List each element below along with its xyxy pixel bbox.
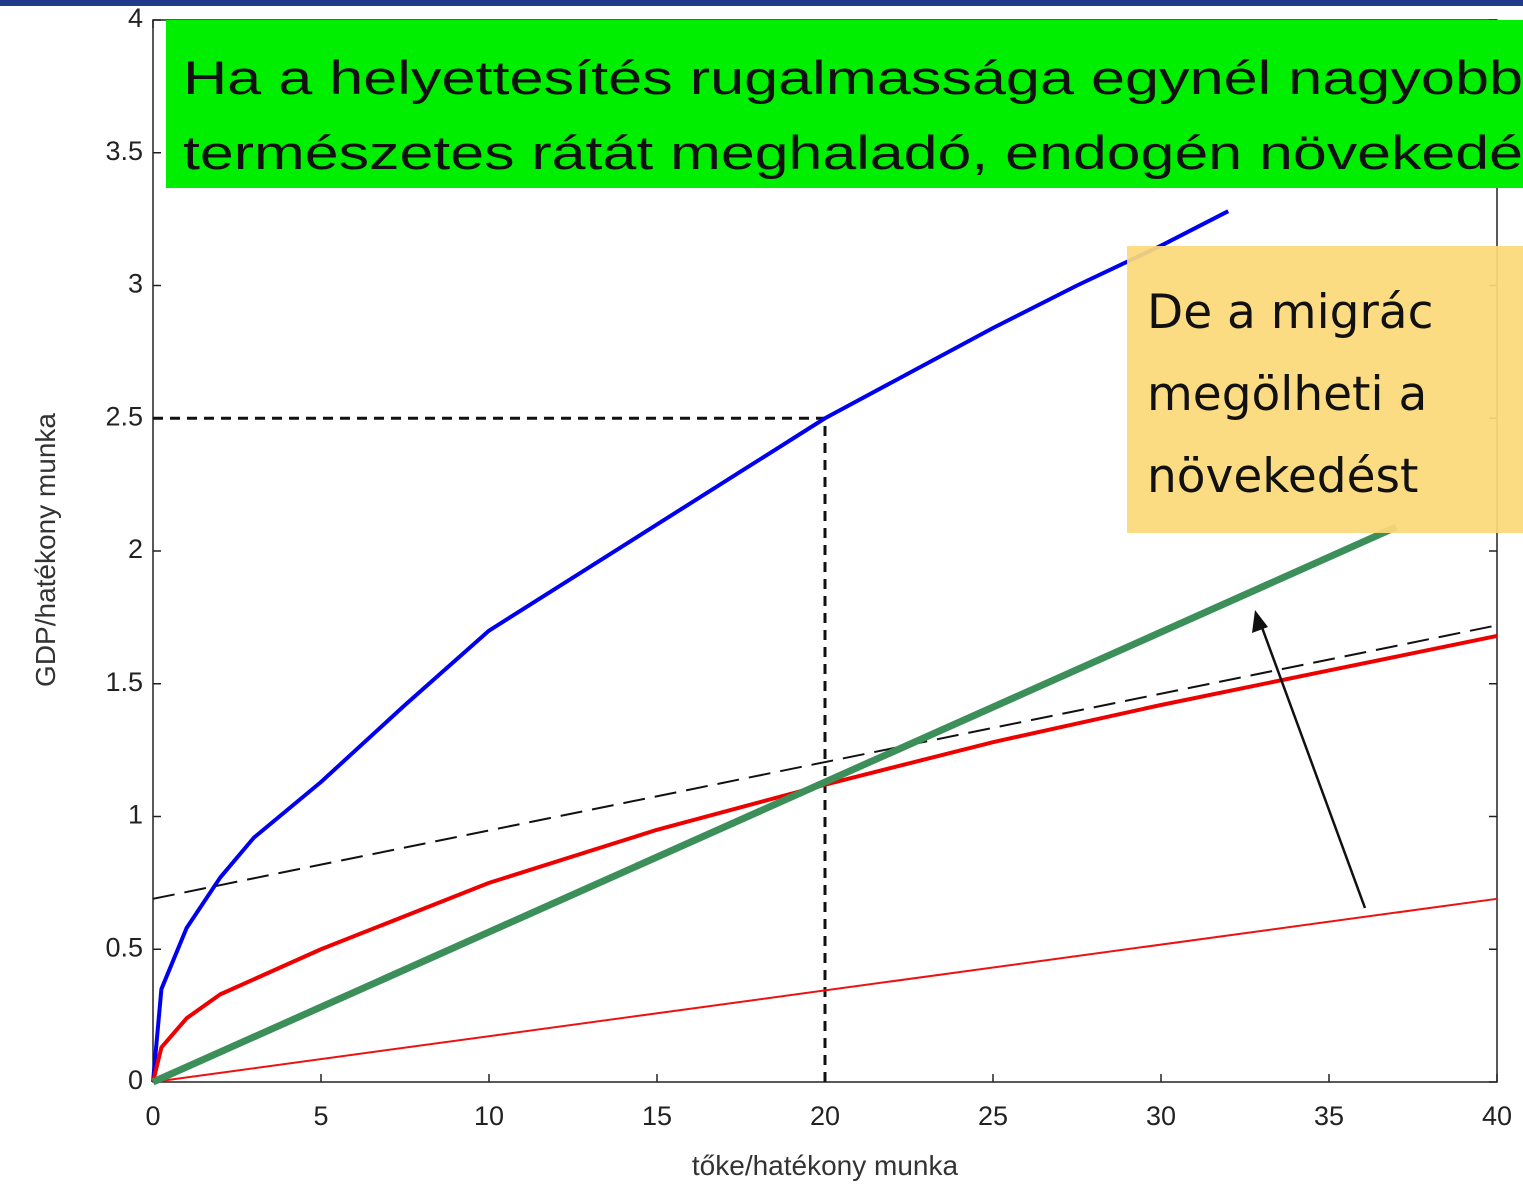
x-tick-label: 30 (1146, 1101, 1176, 1131)
x-tick-label: 5 (313, 1101, 328, 1131)
y-tick-label: 2 (128, 534, 143, 564)
yellow-box (1127, 246, 1523, 533)
y-tick-label: 2.5 (105, 401, 143, 431)
line-series (152, 897, 1498, 1083)
y-axis-label: GDP/hatékony munka (30, 413, 61, 687)
x-tick-label: 15 (642, 1101, 672, 1131)
y-tick-label: 0.5 (105, 932, 143, 962)
line-series (151, 523, 1398, 1086)
green-box (166, 20, 1523, 188)
x-tick-label: 20 (810, 1101, 840, 1131)
arrow-head (1252, 610, 1268, 633)
yellow-box-line: megölheti a (1147, 367, 1427, 422)
y-tick-label: 4 (128, 3, 143, 33)
yellow-box-line: De a migrác (1147, 285, 1433, 340)
x-tick-label: 40 (1482, 1101, 1512, 1131)
y-tick-label: 3.5 (105, 136, 143, 166)
x-tick-label: 25 (978, 1101, 1008, 1131)
x-tick-label: 0 (145, 1101, 160, 1131)
y-tick-label: 1.5 (105, 667, 143, 697)
arrow (1258, 621, 1367, 909)
green-box-line: természetes rátát meghaladó, endogén növ… (183, 126, 1523, 179)
y-tick-label: 3 (128, 269, 143, 299)
y-tick-label: 1 (128, 800, 143, 830)
green-box-line: Ha a helyettesítés rugalmassága egynél n… (183, 51, 1523, 104)
x-axis-label: tőke/hatékony munka (692, 1150, 959, 1181)
top-bar (0, 0, 1523, 6)
line-series (151, 209, 1230, 1083)
line-series (152, 624, 1498, 900)
x-tick-label: 10 (474, 1101, 504, 1131)
y-tick-label: 0 (128, 1065, 143, 1095)
yellow-box-line: növekedést (1147, 449, 1418, 504)
line-series (151, 634, 1498, 1083)
x-tick-label: 35 (1314, 1101, 1344, 1131)
